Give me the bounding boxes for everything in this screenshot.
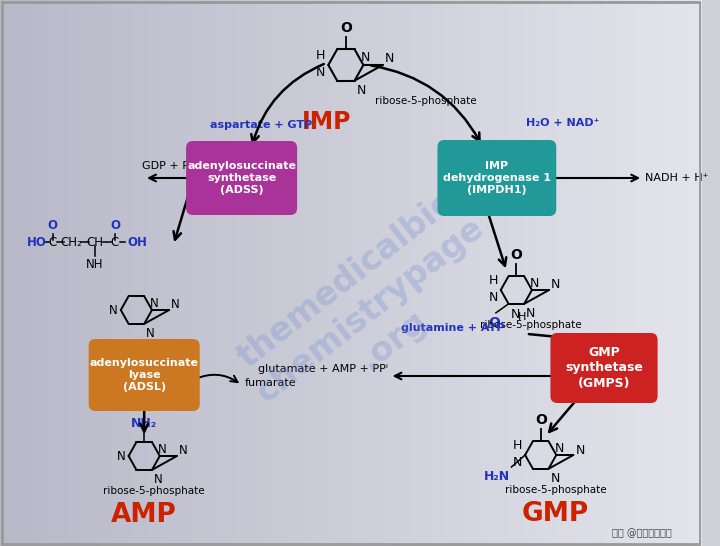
- Text: N: N: [513, 456, 522, 469]
- Text: NH: NH: [86, 258, 103, 271]
- Text: fumarate: fumarate: [245, 378, 296, 388]
- Text: N: N: [488, 291, 498, 304]
- FancyBboxPatch shape: [551, 333, 657, 403]
- Text: ribose-5-phosphate: ribose-5-phosphate: [505, 485, 606, 495]
- Text: glutamate + AMP + PPᴵ: glutamate + AMP + PPᴵ: [258, 364, 388, 374]
- Text: N: N: [356, 84, 366, 97]
- Text: N: N: [146, 327, 155, 340]
- Text: H: H: [316, 49, 325, 62]
- Text: GMP: GMP: [522, 501, 589, 527]
- Text: N: N: [117, 449, 126, 462]
- Text: N: N: [530, 277, 539, 289]
- Text: themedicalbio
chemistrypage
.org: themedicalbio chemistrypage .org: [227, 181, 514, 439]
- Text: N: N: [554, 442, 564, 455]
- Text: O: O: [48, 219, 58, 232]
- Text: N: N: [510, 308, 520, 321]
- Text: GMP
synthetase
(GMPS): GMP synthetase (GMPS): [565, 346, 643, 390]
- Text: O: O: [535, 413, 546, 427]
- Text: N: N: [179, 444, 188, 458]
- Text: N: N: [109, 304, 118, 317]
- Text: N: N: [316, 66, 325, 79]
- Text: N: N: [171, 299, 180, 312]
- Text: adenylosuccinate
lyase
(ADSL): adenylosuccinate lyase (ADSL): [90, 358, 199, 393]
- Text: O: O: [110, 219, 120, 232]
- Text: ribose-5-phosphate: ribose-5-phosphate: [480, 320, 582, 330]
- Text: NH₂: NH₂: [131, 417, 157, 430]
- Text: H₂O + NAD⁺: H₂O + NAD⁺: [526, 118, 600, 128]
- Text: H: H: [518, 312, 526, 322]
- Text: C: C: [111, 235, 119, 248]
- Text: H: H: [488, 274, 498, 287]
- Text: ribose-5-phosphate: ribose-5-phosphate: [95, 340, 197, 350]
- Text: N: N: [551, 472, 560, 485]
- Text: N: N: [526, 307, 536, 320]
- Text: CH: CH: [86, 235, 103, 248]
- Text: H₂N: H₂N: [483, 470, 510, 483]
- Text: N: N: [150, 296, 159, 310]
- Text: N: N: [361, 51, 370, 64]
- Text: O: O: [340, 21, 352, 35]
- Text: N: N: [158, 443, 166, 455]
- Text: CH₂: CH₂: [60, 235, 82, 248]
- Text: O: O: [488, 316, 500, 330]
- Text: NADH + H⁺: NADH + H⁺: [645, 173, 708, 183]
- Text: H: H: [513, 439, 522, 452]
- Text: ribose-5-phosphate: ribose-5-phosphate: [103, 486, 204, 496]
- Text: aspartate + GTP: aspartate + GTP: [210, 120, 312, 130]
- FancyBboxPatch shape: [438, 140, 557, 216]
- Text: IMP: IMP: [302, 110, 351, 134]
- Text: GDP + Pᴵ: GDP + Pᴵ: [142, 161, 191, 171]
- Text: N: N: [575, 443, 585, 456]
- Text: C: C: [48, 235, 57, 248]
- Text: O: O: [510, 248, 522, 262]
- Text: OH: OH: [127, 235, 148, 248]
- Text: adenylosuccinate
synthetase
(ADSS): adenylosuccinate synthetase (ADSS): [187, 161, 296, 195]
- Text: N: N: [551, 278, 560, 292]
- Text: IMP
dehydrogenase 1
(IMPDH1): IMP dehydrogenase 1 (IMPDH1): [443, 161, 551, 195]
- Text: ribose-5-phosphate: ribose-5-phosphate: [375, 96, 477, 105]
- Text: N: N: [154, 473, 163, 486]
- Text: glutamine + ATP: glutamine + ATP: [401, 323, 505, 333]
- Text: HO: HO: [27, 235, 47, 248]
- Text: N: N: [384, 52, 394, 66]
- FancyBboxPatch shape: [186, 141, 297, 215]
- Text: AMP: AMP: [112, 502, 177, 528]
- Text: 头条 @李老师读生化: 头条 @李老师读生化: [613, 528, 672, 538]
- FancyBboxPatch shape: [89, 339, 199, 411]
